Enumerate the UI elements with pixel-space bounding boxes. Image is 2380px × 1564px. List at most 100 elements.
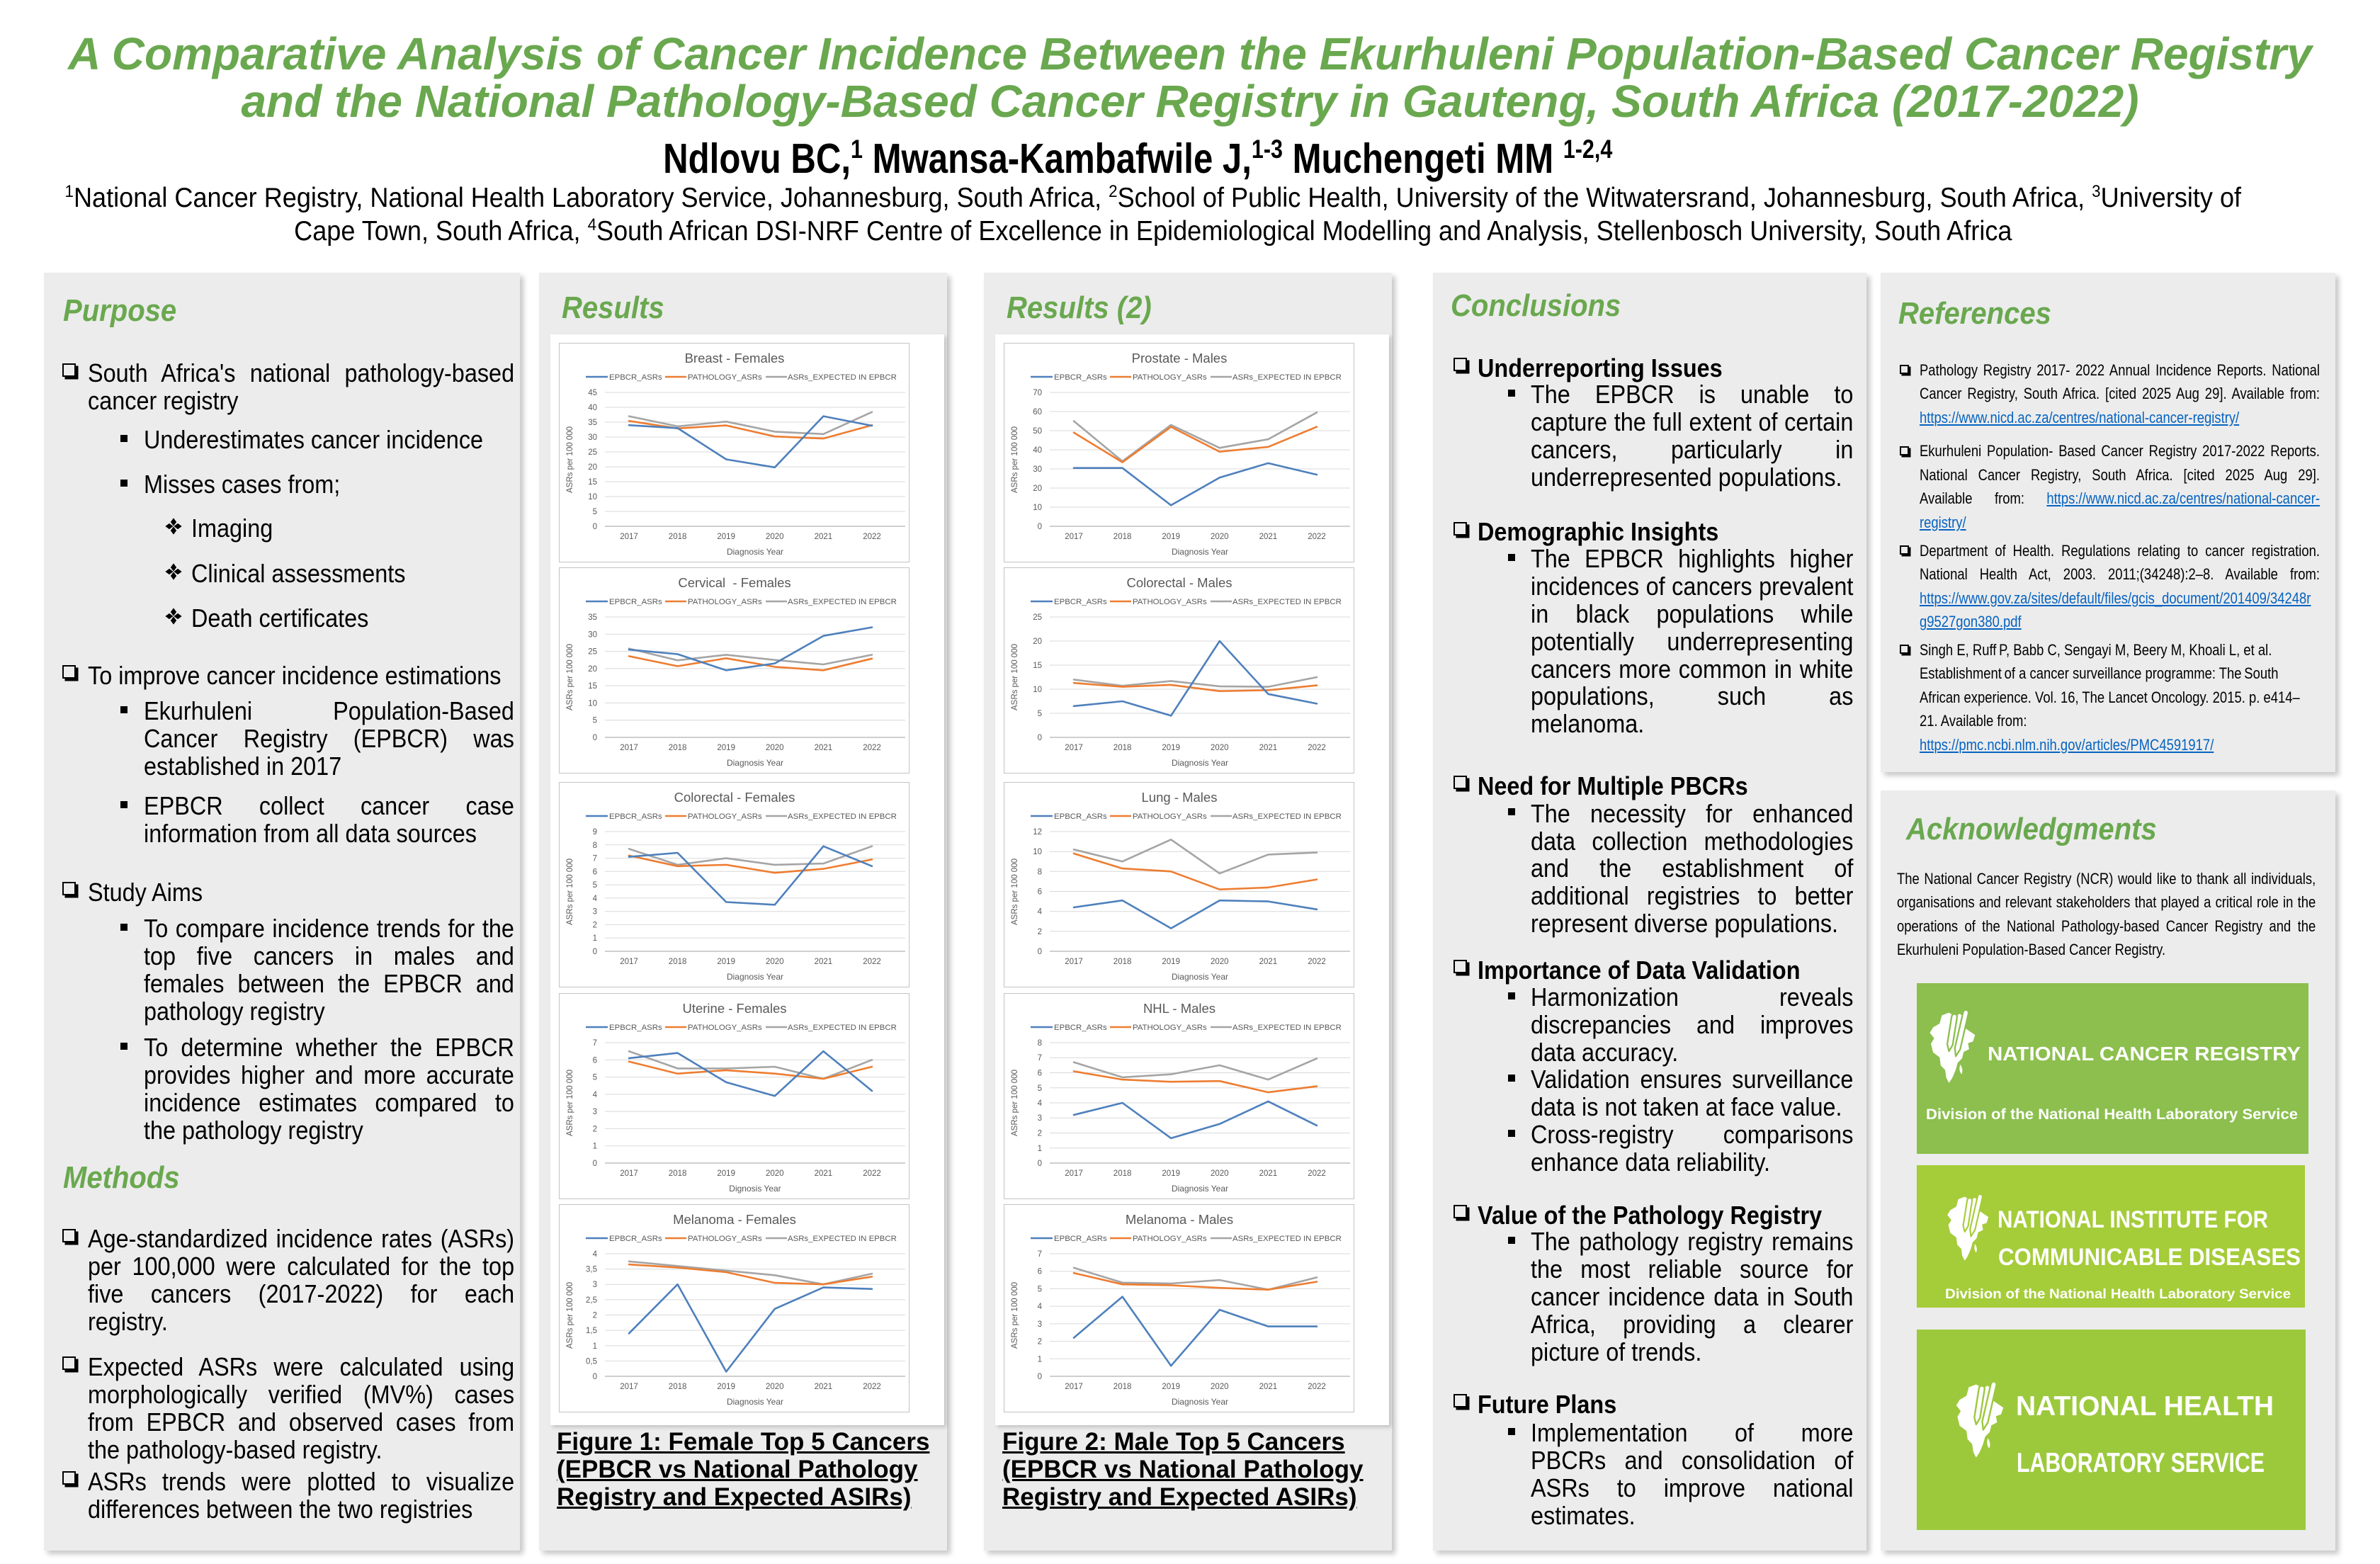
svg-text:0: 0 xyxy=(593,523,597,531)
svg-text:1,5: 1,5 xyxy=(586,1327,597,1335)
svg-text:30: 30 xyxy=(588,630,597,639)
svg-text:Prostate - Males: Prostate - Males xyxy=(1132,351,1228,366)
svg-text:2018: 2018 xyxy=(1114,1169,1132,1178)
svg-text:10: 10 xyxy=(1033,686,1042,694)
svg-text:Dignosis Year: Dignosis Year xyxy=(729,1184,781,1194)
svg-text:2021: 2021 xyxy=(1259,744,1278,752)
svg-text:2017: 2017 xyxy=(620,744,638,752)
svg-text:PATHOLOGY_ASRs: PATHOLOGY_ASRs xyxy=(688,373,762,382)
svg-text:Colorectal - Males: Colorectal - Males xyxy=(1126,575,1232,590)
svg-text:2: 2 xyxy=(593,921,597,929)
svg-text:0: 0 xyxy=(1038,523,1042,531)
svg-text:20: 20 xyxy=(1033,638,1042,646)
svg-text:20: 20 xyxy=(1033,484,1042,493)
svg-text:2019: 2019 xyxy=(717,958,735,966)
svg-text:PATHOLOGY_ASRs: PATHOLOGY_ASRs xyxy=(688,812,762,821)
svg-text:2019: 2019 xyxy=(1162,958,1180,966)
svg-text:2020: 2020 xyxy=(766,1169,784,1178)
svg-text:1: 1 xyxy=(593,934,597,943)
svg-text:EPBCR_ASRs: EPBCR_ASRs xyxy=(1054,598,1107,606)
svg-text:0: 0 xyxy=(593,948,597,956)
svg-text:EPBCR_ASRs: EPBCR_ASRs xyxy=(1054,1235,1107,1243)
svg-text:5: 5 xyxy=(593,508,597,516)
svg-text:2017: 2017 xyxy=(1065,744,1083,752)
svg-text:PATHOLOGY_ASRs: PATHOLOGY_ASRs xyxy=(688,1235,762,1243)
svg-text:2020: 2020 xyxy=(1211,533,1229,541)
svg-text:Colorectal - Females: Colorectal - Females xyxy=(674,790,795,805)
svg-text:2017: 2017 xyxy=(620,533,638,541)
svg-text:2021: 2021 xyxy=(1259,1383,1278,1391)
svg-text:Diagnosis Year: Diagnosis Year xyxy=(1172,758,1228,768)
svg-text:Diagnosis Year: Diagnosis Year xyxy=(727,1397,783,1407)
svg-text:ASRs per 100 000: ASRs per 100 000 xyxy=(566,858,574,925)
svg-text:2018: 2018 xyxy=(669,533,687,541)
svg-text:2022: 2022 xyxy=(863,958,881,966)
svg-text:PATHOLOGY_ASRs: PATHOLOGY_ASRs xyxy=(1133,598,1207,606)
svg-text:Diagnosis Year: Diagnosis Year xyxy=(1172,547,1228,557)
svg-text:4: 4 xyxy=(1038,1303,1043,1311)
svg-text:8: 8 xyxy=(1038,868,1042,876)
svg-text:2018: 2018 xyxy=(1114,958,1132,966)
svg-text:Diagnosis Year: Diagnosis Year xyxy=(727,758,783,768)
svg-text:2019: 2019 xyxy=(1162,1169,1180,1178)
svg-text:70: 70 xyxy=(1033,389,1042,397)
svg-text:0: 0 xyxy=(1038,948,1042,956)
svg-text:2: 2 xyxy=(593,1125,597,1133)
svg-text:PATHOLOGY_ASRs: PATHOLOGY_ASRs xyxy=(1133,812,1207,821)
svg-text:10: 10 xyxy=(588,699,597,708)
svg-text:2018: 2018 xyxy=(1114,744,1132,752)
svg-text:NATIONAL INSTITUTE FOR: NATIONAL INSTITUTE FOR xyxy=(1998,1206,2268,1233)
svg-text:15: 15 xyxy=(588,682,597,691)
svg-text:ASRs per 100 000: ASRs per 100 000 xyxy=(1011,426,1019,493)
svg-text:EPBCR_ASRs: EPBCR_ASRs xyxy=(609,1024,662,1032)
svg-text:4: 4 xyxy=(1038,1099,1043,1108)
svg-text:EPBCR_ASRs: EPBCR_ASRs xyxy=(1054,1024,1107,1032)
svg-text:2020: 2020 xyxy=(766,533,784,541)
svg-text:PATHOLOGY_ASRs: PATHOLOGY_ASRs xyxy=(1133,1024,1207,1032)
svg-text:ASRs per 100 000: ASRs per 100 000 xyxy=(566,1070,574,1136)
svg-text:2017: 2017 xyxy=(1065,533,1083,541)
svg-text:NATIONAL CANCER REGISTRY: NATIONAL CANCER REGISTRY xyxy=(1988,1043,2301,1065)
svg-text:2017: 2017 xyxy=(1065,1383,1083,1391)
svg-text:6: 6 xyxy=(593,1056,597,1065)
svg-text:Diagnosis Year: Diagnosis Year xyxy=(1172,1397,1228,1407)
svg-text:2020: 2020 xyxy=(766,744,784,752)
svg-text:2019: 2019 xyxy=(717,744,735,752)
svg-text:ASRs per 100 000: ASRs per 100 000 xyxy=(1011,644,1019,710)
svg-text:Diagnosis Year: Diagnosis Year xyxy=(727,972,783,982)
svg-text:7: 7 xyxy=(1038,1250,1042,1259)
svg-text:EPBCR_ASRs: EPBCR_ASRs xyxy=(609,373,662,382)
svg-text:0,5: 0,5 xyxy=(586,1357,597,1366)
svg-text:2021: 2021 xyxy=(815,533,833,541)
svg-text:40: 40 xyxy=(588,404,597,412)
svg-text:3,5: 3,5 xyxy=(586,1266,597,1274)
svg-text:2020: 2020 xyxy=(1211,1169,1229,1178)
svg-text:2021: 2021 xyxy=(1259,1169,1278,1178)
svg-text:LABORATORY SERVICE: LABORATORY SERVICE xyxy=(2017,1448,2265,1478)
svg-text:2022: 2022 xyxy=(1308,533,1326,541)
svg-text:50: 50 xyxy=(1033,427,1042,436)
svg-text:2017: 2017 xyxy=(620,1169,638,1178)
svg-text:Division of the National Healt: Division of the National Health Laborato… xyxy=(1926,1106,2298,1123)
svg-text:3: 3 xyxy=(1038,1114,1042,1123)
svg-text:EPBCR_ASRs: EPBCR_ASRs xyxy=(609,1235,662,1243)
svg-text:Melanoma - Females: Melanoma - Females xyxy=(673,1212,796,1227)
svg-text:2020: 2020 xyxy=(766,958,784,966)
svg-text:NATIONAL HEALTH: NATIONAL HEALTH xyxy=(2016,1391,2274,1422)
svg-text:2019: 2019 xyxy=(717,533,735,541)
svg-text:2021: 2021 xyxy=(1259,533,1278,541)
svg-text:20: 20 xyxy=(588,463,597,472)
svg-text:EPBCR_ASRs: EPBCR_ASRs xyxy=(1054,812,1107,821)
svg-text:2017: 2017 xyxy=(620,1383,638,1391)
svg-text:EPBCR_ASRs: EPBCR_ASRs xyxy=(609,598,662,606)
svg-text:7: 7 xyxy=(593,855,597,863)
svg-text:Diagnosis Year: Diagnosis Year xyxy=(727,547,783,557)
svg-text:12: 12 xyxy=(1033,828,1042,837)
svg-text:ASRs per 100 000: ASRs per 100 000 xyxy=(566,1282,574,1349)
svg-text:2017: 2017 xyxy=(1065,1169,1083,1178)
svg-text:ASRs per 100 000: ASRs per 100 000 xyxy=(1011,858,1019,925)
svg-text:2: 2 xyxy=(1038,928,1042,936)
svg-text:3: 3 xyxy=(593,908,597,917)
svg-text:3: 3 xyxy=(593,1108,597,1116)
svg-text:0: 0 xyxy=(1038,734,1042,742)
